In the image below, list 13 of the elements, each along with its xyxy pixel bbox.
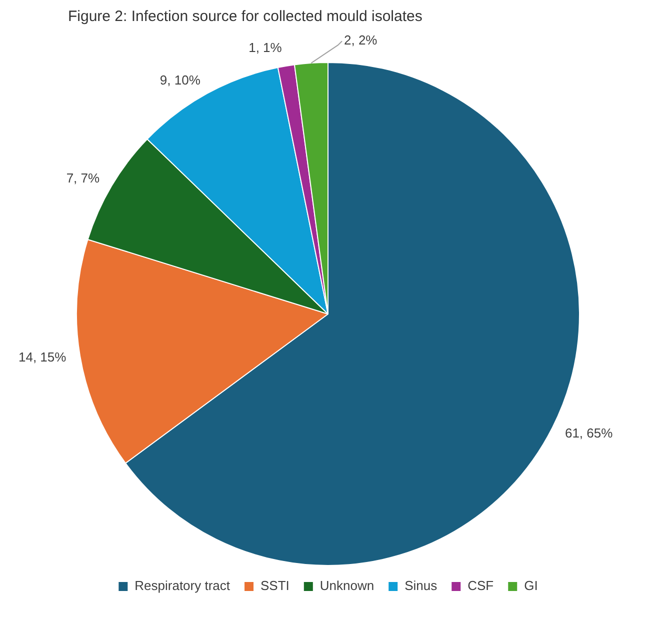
legend-label: Respiratory tract [134, 578, 230, 594]
legend-label: Sinus [404, 578, 438, 594]
data-label: 14, 15% [18, 350, 67, 365]
legend-label: SSTI [260, 578, 290, 594]
data-label: 1, 1% [248, 40, 282, 55]
legend-label: CSF [468, 578, 494, 594]
data-label: 9, 10% [160, 72, 201, 88]
legend-label: GI [524, 578, 538, 594]
data-label: 7, 7% [66, 170, 100, 186]
chart-title: Figure 2: Infection source for collected mould isolates [68, 8, 422, 26]
data-label: 61, 65% [564, 425, 614, 440]
data-label: 2, 2% [344, 32, 378, 48]
legend-label: Unknown [320, 578, 374, 594]
